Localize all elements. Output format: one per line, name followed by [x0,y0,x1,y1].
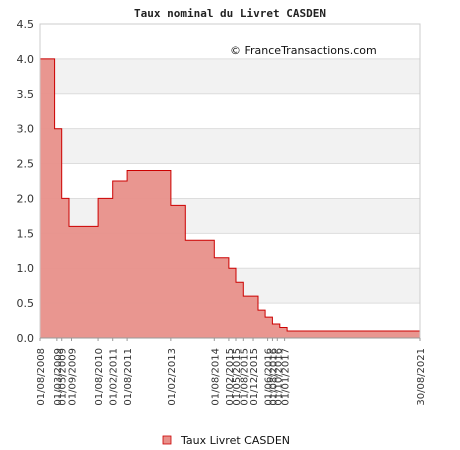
series-area [40,58,420,339]
x-tick-label: 01/08/2014 [210,348,221,406]
chart-credit: © FranceTransactions.com [230,44,377,57]
y-tick-label: 0.0 [17,332,35,345]
x-tick-label: 01/02/2011 [109,348,120,406]
x-tick-label: 01/08/2016 [268,348,279,406]
y-axis-ticks: 0.0 0.5 1.0 1.5 2.0 2.5 3.0 3.5 4.0 4.5 [17,18,35,345]
x-tick-label: 01/06/2016 [264,348,275,406]
x-tick-label: 01/05/2009 [58,348,69,406]
axes [39,23,421,339]
x-tick-label: 01/08/2008 [36,348,47,406]
y-tick-label: 1.5 [17,227,35,240]
x-tick-label: 01/12/2015 [249,348,260,406]
grid-band [40,128,420,164]
y-tick-label: 0.5 [17,297,35,310]
x-tick-label: 01/05/2015 [232,348,243,406]
legend-label: Taux Livret CASDEN [180,434,290,447]
x-tick-label: 01/02/2015 [225,348,236,406]
legend-swatch [162,435,172,445]
x-tick-label: 01/09/2009 [68,348,79,406]
chart-title: Taux nominal du Livret CASDEN [134,7,326,20]
y-tick-label: 3.5 [17,88,35,101]
x-tick-label: 01/08/2015 [239,348,250,406]
x-tick-label: 01/03/2009 [53,348,64,406]
series-line [40,58,420,332]
y-tick-label: 1.0 [17,262,35,275]
y-tick-label: 3.0 [17,123,35,136]
y-tick-label: 4.0 [17,53,35,66]
x-axis-ticks: 01/08/2008 01/03/200901/05/200901/09/2009… [36,338,427,406]
x-tick-label: 01/08/2010 [94,348,105,406]
x-tick-label: 01/08/2011 [123,348,134,406]
legend: Taux Livret CASDEN [162,434,290,447]
y-tick-label: 4.5 [17,18,35,31]
x-tick-label: 30/08/2021 [416,348,427,406]
x-tick-label: 01/01/2017 [281,348,292,406]
grid-band [40,58,420,94]
y-tick-label: 2.5 [17,158,35,171]
y-tick-label: 2.0 [17,192,35,205]
x-tick-label: 01/10/2016 [273,348,284,406]
x-tick-label: 01/02/2013 [167,348,178,406]
